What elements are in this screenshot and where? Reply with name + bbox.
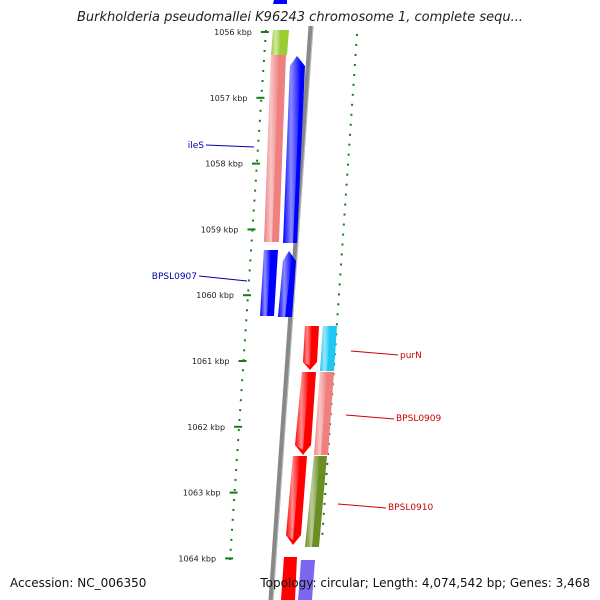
- map-title: Burkholderia pseudomallei K96243 chromos…: [76, 10, 524, 25]
- tick-label: 1059 kbp: [201, 225, 239, 234]
- gene-feature-blue-long[interactable]: [283, 56, 305, 243]
- gene-label-purn[interactable]: purN: [400, 351, 422, 361]
- gene-feature-red-4[interactable]: [281, 557, 297, 600]
- summary-text: Topology: circular; Length: 4,074,542 bp…: [260, 576, 590, 590]
- gene-label-bpsl0907[interactable]: BPSL0907: [152, 272, 197, 282]
- gene-label-leader: [345, 414, 395, 420]
- gene-feature-BPSL0907-right[interactable]: [278, 251, 296, 317]
- gene-feature-red-2[interactable]: [295, 372, 316, 455]
- gene-label-leader: [350, 350, 399, 356]
- gene-feature-slate[interactable]: [298, 560, 315, 600]
- gene-feature-lime[interactable]: [271, 30, 289, 55]
- gene-feature-red-3[interactable]: [286, 456, 307, 545]
- accession-text: Accession: NC_006350: [10, 576, 147, 590]
- gene-feature-ileS[interactable]: [264, 55, 286, 242]
- reverse-strand-genes: [260, 0, 305, 317]
- tick-label: 1060 kbp: [196, 291, 234, 300]
- gene-label-leader: [205, 144, 255, 148]
- tick-label: 1058 kbp: [205, 160, 243, 169]
- gene-feature-BPSL0910[interactable]: [305, 456, 327, 547]
- gene-label-leader: [198, 275, 248, 282]
- tick-layer: 1056 kbp 1057 kbp 1058 kbp 1059 kbp 1060 kbp…: [178, 28, 269, 563]
- gene-label-layer: ileS BPSL0907 purN BPSL0909 BPSL0910: [152, 141, 442, 513]
- outer-dotted-ruler: [321, 33, 358, 541]
- gene-label-bpsl0910[interactable]: BPSL0910: [388, 503, 434, 513]
- tick-label: 1056 kbp: [214, 28, 252, 37]
- tick-label: 1057 kbp: [210, 94, 248, 103]
- gene-feature-blue-top[interactable]: [273, 0, 287, 4]
- gene-feature-BPSL0909[interactable]: [314, 372, 334, 455]
- tick-label: 1064 kbp: [178, 554, 216, 563]
- gene-label-bpsl0909[interactable]: BPSL0909: [396, 414, 442, 424]
- gene-feature-red-1[interactable]: [303, 326, 319, 370]
- tick-label: 1062 kbp: [187, 423, 225, 432]
- gene-label-leader: [337, 503, 387, 509]
- tick-label: 1061 kbp: [192, 357, 230, 366]
- gene-feature-purN[interactable]: [320, 326, 337, 371]
- forward-strand-genes: [281, 326, 337, 600]
- tick-label: 1063 kbp: [183, 489, 221, 498]
- gene-label-iles[interactable]: ileS: [188, 141, 205, 151]
- gene-feature-BPSL0907-left[interactable]: [260, 250, 278, 316]
